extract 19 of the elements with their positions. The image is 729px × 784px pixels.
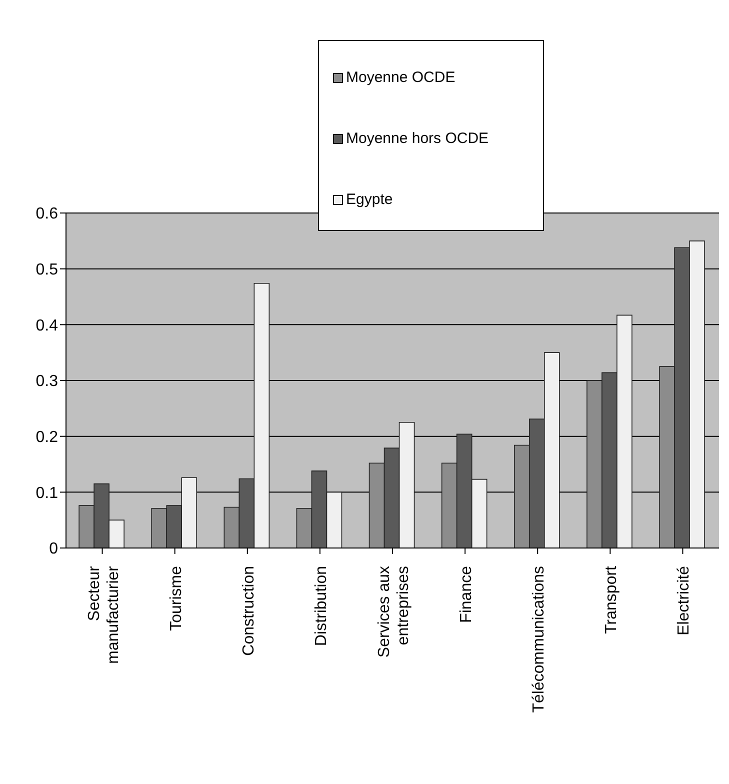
- y-tick-label: 0.3: [36, 373, 58, 390]
- x-tick-label: Transport: [603, 565, 620, 634]
- x-tick-label: Tourisme: [168, 566, 185, 631]
- legend-label: Egypte: [346, 191, 393, 208]
- legend-label: Moyenne hors OCDE: [346, 130, 489, 147]
- y-tick-label: 0.5: [36, 262, 58, 279]
- y-tick-label: 0.1: [36, 484, 58, 502]
- y-tick-label: 0.4: [36, 317, 58, 334]
- x-tick-label: Finance: [458, 566, 476, 623]
- x-tick-label: Distribution: [312, 566, 330, 646]
- legend-label: Moyenne OCDE: [346, 69, 456, 86]
- y-tick-label: 0: [49, 540, 58, 558]
- y-tick-label: 0.6: [36, 206, 58, 223]
- x-tick-label: Services aux entreprises: [376, 566, 412, 658]
- y-tick-label: 0.2: [36, 429, 58, 446]
- x-tick-label: Télécommunications: [530, 566, 548, 713]
- x-tick-label: Construction: [240, 566, 258, 656]
- x-tick-label: Electricité: [676, 566, 693, 636]
- x-tick-label: Secteur manufacturier: [86, 565, 122, 664]
